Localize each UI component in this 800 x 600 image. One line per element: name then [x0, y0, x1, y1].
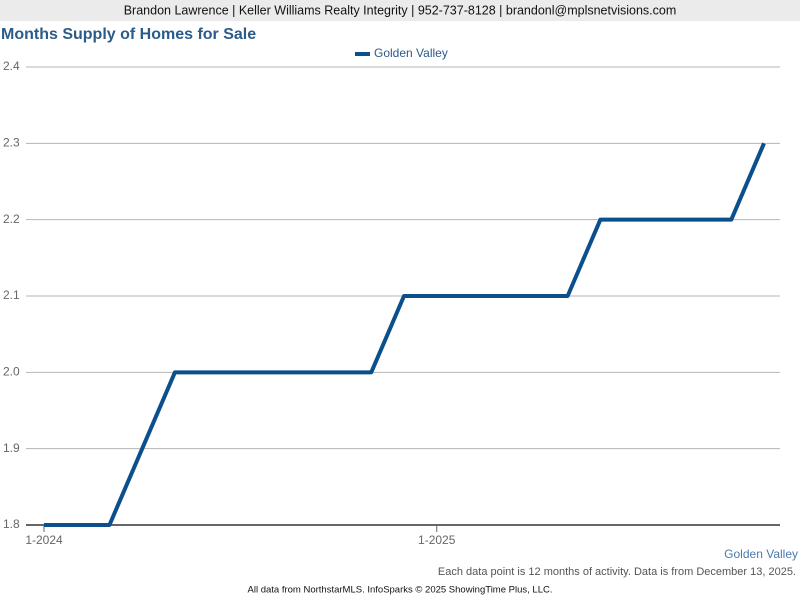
- y-tick-label: 2.4: [3, 59, 20, 73]
- source: All data from NorthstarMLS. InfoSparks ©…: [248, 585, 553, 596]
- note: Each data point is 12 months of activity…: [438, 566, 796, 578]
- header: Brandon Lawrence | Keller Williams Realt…: [124, 3, 677, 17]
- line-series: [44, 142, 766, 527]
- x-tick-label: 1-2025: [418, 533, 456, 547]
- y-tick-label: 1.8: [3, 517, 20, 531]
- y-tick-label: 2.2: [3, 212, 20, 226]
- y-tick-label: 2.1: [3, 288, 20, 302]
- y-tick-label: 2.0: [3, 365, 20, 379]
- series-label: Golden Valley: [724, 547, 798, 561]
- chart-title: Months Supply of Homes for Sale: [1, 26, 256, 43]
- legend-label: Golden Valley: [374, 46, 448, 60]
- header-bar: [0, 0, 800, 21]
- y-tick-label: 1.9: [3, 441, 20, 455]
- x-tick-label: 1-2024: [25, 533, 63, 547]
- y-tick-label: 2.3: [3, 136, 20, 150]
